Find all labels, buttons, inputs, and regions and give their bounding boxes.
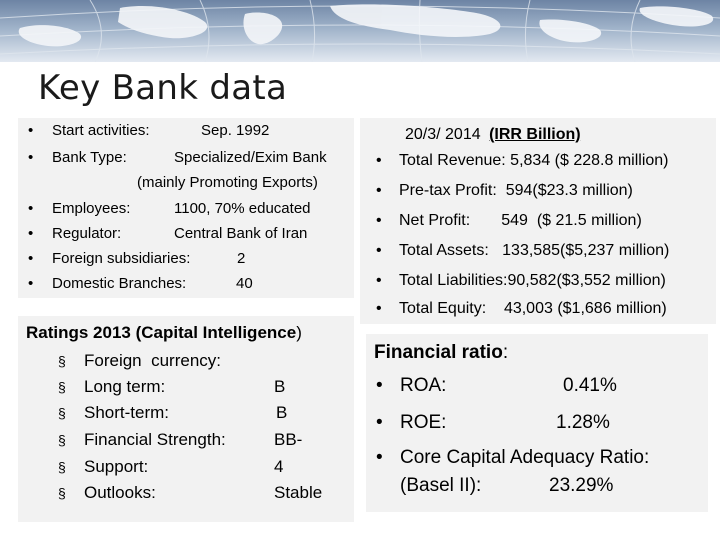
round-bullet: • <box>28 200 34 217</box>
ratios-list: • ROA: 0.41% • ROE: 1.28% • Core Capital… <box>366 334 708 512</box>
regulator-label: Regulator: <box>52 225 122 242</box>
support-value: 4 <box>274 457 284 476</box>
support-label: Support: <box>84 457 149 476</box>
bank-type-label: Bank Type: <box>52 149 127 166</box>
round-bullet: • <box>376 412 383 433</box>
start-activities-value: Sep. 1992 <box>201 122 270 139</box>
square-bullet: § <box>58 485 66 501</box>
ratios-title-word: Financial ratio <box>374 342 503 363</box>
financial-strength-value: BB- <box>274 430 303 449</box>
round-bullet: • <box>376 212 382 229</box>
bank-info-panel: • Start activities: Sep. 1992 • Bank Typ… <box>18 118 354 298</box>
round-bullet: • <box>28 149 34 166</box>
ratios-panel: Financial ratio: • ROA: 0.41% • ROE: 1.2… <box>366 334 708 512</box>
ratings-panel: Ratings 2013 (Capital Intelligence) § Fo… <box>18 316 354 522</box>
ratings-title-suffix: ) <box>296 323 302 342</box>
financials-panel: 20/3/ 2014 (IRR Billion) • Total Revenue… <box>360 118 716 324</box>
header-banner <box>0 0 720 62</box>
basel-label: (Basel II): <box>400 475 482 496</box>
outlooks-label: Outlooks: <box>84 483 156 502</box>
bank-type-value: Specialized/Exim Bank <box>174 149 327 166</box>
round-bullet: • <box>28 225 34 242</box>
pretax-profit-text: Pre-tax Profit: 594($23.3 million) <box>399 182 633 199</box>
ratings-agency: Capital Intelligence <box>141 323 297 342</box>
round-bullet: • <box>376 242 382 259</box>
ratings-title: Ratings 2013 (Capital Intelligence) <box>26 323 302 343</box>
ratings-title-prefix: Ratings 2013 ( <box>26 323 142 342</box>
roe-label: ROE: <box>400 412 447 433</box>
foreign-subsidiaries-label: Foreign subsidiaries: <box>52 250 191 267</box>
foreign-currency-label: Foreign currency: <box>84 351 221 370</box>
ratios-title-colon: : <box>502 342 509 363</box>
domestic-branches-label: Domestic Branches: <box>52 275 187 292</box>
long-term-value: B <box>274 377 286 396</box>
short-term-value: B <box>276 403 288 422</box>
bank-info-list: • Start activities: Sep. 1992 • Bank Typ… <box>18 118 354 298</box>
round-bullet: • <box>376 375 383 396</box>
employees-value: 1100, 70% educated <box>174 200 311 217</box>
square-bullet: § <box>58 405 66 421</box>
bank-type-value-line2: (mainly Promoting Exports) <box>137 174 318 191</box>
square-bullet: § <box>58 353 66 369</box>
outlooks-value: Stable <box>274 483 323 502</box>
short-term-label: Short-term: <box>84 403 170 422</box>
domestic-branches-value: 40 <box>236 275 253 292</box>
roa-value: 0.41% <box>563 375 617 396</box>
basel-value: 23.29% <box>549 475 614 496</box>
core-capital-label: Core Capital Adequacy Ratio: <box>400 447 650 468</box>
world-map-graphic <box>0 0 720 62</box>
square-bullet: § <box>58 459 66 475</box>
round-bullet: • <box>28 275 34 292</box>
round-bullet: • <box>376 272 382 289</box>
foreign-subsidiaries-value: 2 <box>237 250 246 267</box>
financials-date: 20/3/ 2014 <box>405 126 481 143</box>
round-bullet: • <box>376 300 382 317</box>
round-bullet: • <box>376 182 382 199</box>
ratios-title: Financial ratio: <box>374 342 508 364</box>
regulator-value: Central Bank of Iran <box>174 225 308 242</box>
total-liabilities-text: Total Liabilities:90,582($3,552 million) <box>399 272 666 289</box>
roa-label: ROA: <box>400 375 447 396</box>
slide-title: Key Bank data <box>38 68 288 108</box>
financial-strength-label: Financial Strength: <box>84 430 226 449</box>
round-bullet: • <box>28 122 34 139</box>
total-assets-text: Total Assets: 133,585($5,237 million) <box>399 242 670 259</box>
roe-value: 1.28% <box>556 412 610 433</box>
round-bullet: • <box>28 250 34 267</box>
long-term-label: Long term: <box>84 377 166 396</box>
total-revenue-text: Total Revenue: 5,834 ($ 228.8 million) <box>399 152 669 169</box>
financials-header: 20/3/ 2014 (IRR Billion) <box>405 126 581 144</box>
start-activities-label: Start activities: <box>52 122 150 139</box>
employees-label: Employees: <box>52 200 131 217</box>
square-bullet: § <box>58 379 66 395</box>
total-equity-text: Total Equity: 43,003 ($1,686 million) <box>399 300 667 317</box>
round-bullet: • <box>376 152 382 169</box>
ratings-list: § Foreign currency: § Long term: B § Sho… <box>18 316 354 522</box>
square-bullet: § <box>58 432 66 448</box>
financials-unit: (IRR Billion) <box>489 126 581 143</box>
financials-list: • Total Revenue: 5,834 ($ 228.8 million)… <box>360 118 716 324</box>
round-bullet: • <box>376 447 383 468</box>
net-profit-text: Net Profit: 549 ($ 21.5 million) <box>399 212 642 229</box>
